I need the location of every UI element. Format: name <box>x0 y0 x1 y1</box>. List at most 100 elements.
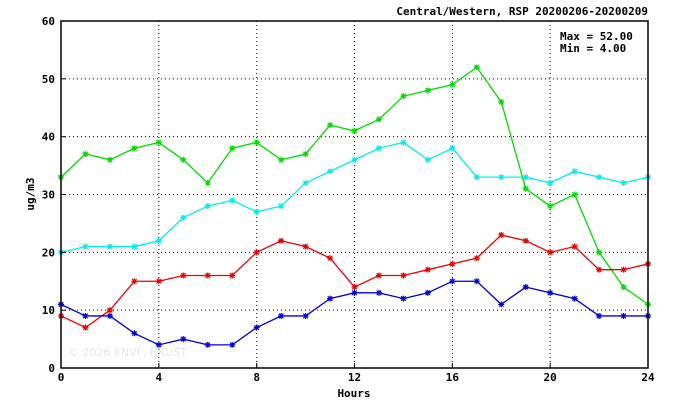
y-tick-labels: 0 10 20 30 40 50 60 <box>42 15 66 375</box>
data-point <box>327 168 334 175</box>
data-point <box>473 174 480 181</box>
data-point <box>278 156 285 163</box>
data-point <box>400 295 407 302</box>
max-stat: Max = 52.00 <box>560 30 633 43</box>
data-point <box>229 145 236 152</box>
data-point <box>449 145 456 152</box>
data-point <box>351 284 358 291</box>
data-point <box>155 278 162 285</box>
x-tick-label: 24 <box>641 371 655 384</box>
data-point <box>204 272 211 279</box>
data-point <box>253 249 260 256</box>
data-point <box>498 174 505 181</box>
data-point <box>253 324 260 331</box>
data-point <box>351 127 358 134</box>
data-point <box>596 312 603 319</box>
series-group <box>58 64 651 348</box>
data-point <box>106 312 113 319</box>
data-point <box>620 179 627 186</box>
data-point <box>155 237 162 244</box>
data-point <box>424 289 431 296</box>
data-point <box>131 145 138 152</box>
data-point <box>302 179 309 186</box>
data-point <box>547 289 554 296</box>
x-tick-label: 16 <box>446 371 460 384</box>
data-point <box>375 116 382 123</box>
data-point <box>498 301 505 308</box>
y-tick-label: 40 <box>42 131 55 144</box>
data-point <box>327 295 334 302</box>
data-point <box>596 174 603 181</box>
data-point <box>278 237 285 244</box>
x-tick-label: 12 <box>348 371 361 384</box>
data-point <box>278 312 285 319</box>
data-point <box>82 243 89 250</box>
series-2 <box>58 139 651 256</box>
data-point <box>400 139 407 146</box>
data-point <box>522 284 529 291</box>
data-point <box>180 214 187 221</box>
data-point <box>327 122 334 129</box>
x-tick-label: 0 <box>58 371 65 384</box>
watermark: © 2026 ENVF, HKUST <box>68 346 187 359</box>
data-point <box>620 312 627 319</box>
data-point <box>155 341 162 348</box>
data-point <box>547 179 554 186</box>
data-point <box>620 266 627 273</box>
data-point <box>204 179 211 186</box>
data-point <box>180 272 187 279</box>
min-stat: Min = 4.00 <box>560 42 626 55</box>
data-point <box>131 278 138 285</box>
data-point <box>229 197 236 204</box>
data-point <box>498 98 505 105</box>
data-point <box>375 145 382 152</box>
data-point <box>522 237 529 244</box>
x-tick-label: 4 <box>156 371 163 384</box>
data-point <box>180 336 187 343</box>
data-point <box>571 295 578 302</box>
data-point <box>424 87 431 94</box>
data-point <box>131 243 138 250</box>
data-point <box>351 156 358 163</box>
data-point <box>620 284 627 291</box>
data-point <box>106 156 113 163</box>
x-axis-label: Hours <box>337 387 370 400</box>
data-point <box>302 312 309 319</box>
data-point <box>351 289 358 296</box>
y-tick-label: 0 <box>48 362 55 375</box>
y-tick-label: 10 <box>42 304 55 317</box>
data-point <box>375 289 382 296</box>
data-point <box>424 266 431 273</box>
data-point <box>82 324 89 331</box>
data-point <box>449 278 456 285</box>
data-point <box>424 156 431 163</box>
y-tick-label: 20 <box>42 246 55 259</box>
x-tick-labels: 0 4 8 12 16 20 24 <box>58 363 655 384</box>
x-tick-label: 8 <box>253 371 260 384</box>
data-point <box>596 266 603 273</box>
data-point <box>82 151 89 158</box>
data-point <box>547 249 554 256</box>
data-point <box>498 231 505 238</box>
data-point <box>204 203 211 210</box>
data-point <box>106 243 113 250</box>
data-point <box>82 312 89 319</box>
data-point <box>596 249 603 256</box>
y-tick-label: 30 <box>42 189 55 202</box>
data-point <box>131 330 138 337</box>
data-point <box>571 191 578 198</box>
series-4 <box>58 278 651 348</box>
y-tick-label: 60 <box>42 15 55 28</box>
grid-lines <box>61 21 648 368</box>
data-point <box>473 255 480 262</box>
series-1 <box>58 64 651 308</box>
data-point <box>229 341 236 348</box>
chart-title: Central/Western, RSP 20200206-20200209 <box>396 5 648 18</box>
x-tick-label: 20 <box>544 371 557 384</box>
data-point <box>547 203 554 210</box>
data-point <box>400 272 407 279</box>
data-point <box>180 156 187 163</box>
data-point <box>155 139 162 146</box>
data-point <box>253 208 260 215</box>
y-tick-label: 50 <box>42 73 55 86</box>
